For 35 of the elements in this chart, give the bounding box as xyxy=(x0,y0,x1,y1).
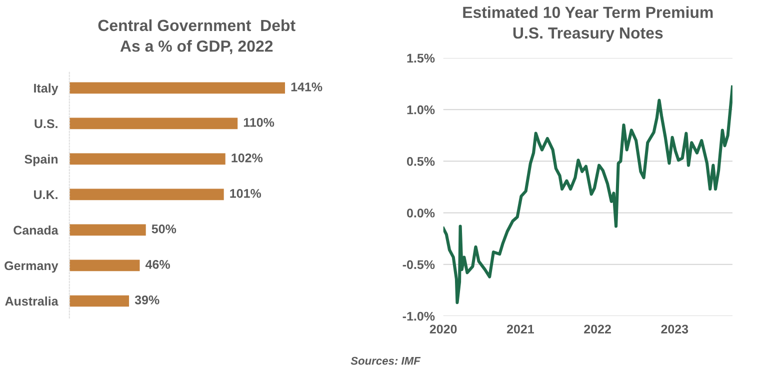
data-label: 101% xyxy=(230,188,262,198)
data-label: 110% xyxy=(244,118,274,127)
y-tick-label: 0.0% xyxy=(406,208,435,218)
data-label: 50% xyxy=(152,224,176,234)
source-note: Sources: IMF xyxy=(350,356,421,365)
data-label: 141% xyxy=(291,82,322,92)
x-tick-label: 2020 xyxy=(430,324,457,334)
bar xyxy=(69,188,224,200)
y-tick-label: Canada xyxy=(14,225,58,235)
y-tick-label: U.K. xyxy=(34,190,58,200)
bar xyxy=(69,224,146,236)
y-tick-label: Australia xyxy=(5,296,58,306)
bar xyxy=(69,295,130,307)
bar xyxy=(69,82,286,94)
line-series xyxy=(443,85,732,304)
chart-title: Central Government Debt As a % of GDP, 2022 xyxy=(98,19,296,54)
y-tick-label: -0.5% xyxy=(402,260,435,270)
bar xyxy=(69,260,140,272)
bar xyxy=(69,153,226,165)
x-tick-label: 2021 xyxy=(506,324,534,334)
data-label: 46% xyxy=(145,260,170,269)
bar xyxy=(69,118,238,130)
x-tick-label: 2023 xyxy=(661,324,688,334)
x-tick-label: 2022 xyxy=(584,324,611,334)
y-tick-label: -1.0% xyxy=(402,312,435,321)
y-tick-label: 1.5% xyxy=(407,54,435,63)
y-tick-label: U.S. xyxy=(34,119,58,128)
chart-title: Estimated 10 Year Term Premium U.S. Treasury Notes xyxy=(463,6,713,42)
data-label: 102% xyxy=(232,153,263,162)
y-tick-label: Italy xyxy=(34,83,58,96)
y-tick-label: 1.0% xyxy=(407,105,435,114)
data-label: 39% xyxy=(134,296,160,304)
y-tick-label: Germany xyxy=(4,261,58,273)
y-tick-label: 0.5% xyxy=(406,156,435,166)
y-tick-label: Spain xyxy=(24,154,58,166)
